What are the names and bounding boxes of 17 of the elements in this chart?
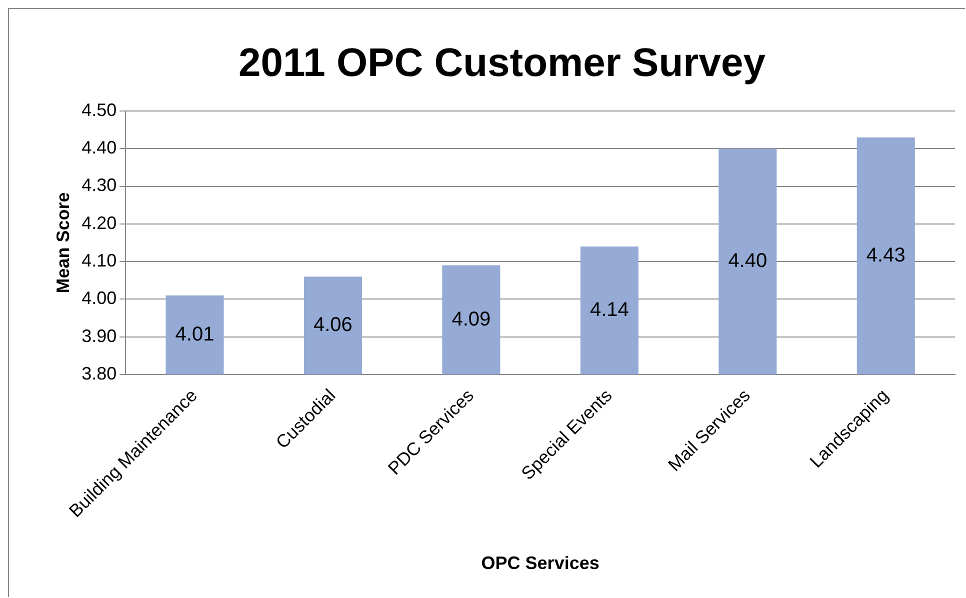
- y-tick-label: 4.40: [82, 138, 117, 158]
- data-label: 4.43: [866, 244, 906, 266]
- y-tick-label: 3.90: [82, 326, 117, 346]
- y-tick-label: 4.30: [82, 175, 117, 196]
- y-tick-label: 4.50: [82, 100, 117, 120]
- y-tick-label: 3.80: [82, 363, 117, 384]
- data-label: 4.09: [452, 308, 491, 330]
- data-label: 4.01: [175, 323, 214, 346]
- data-label: 4.40: [728, 250, 768, 272]
- y-tick-label: 4.10: [82, 250, 117, 270]
- y-tick-label: 4.00: [82, 288, 117, 308]
- y-tick-label: 4.20: [82, 212, 117, 233]
- x-axis-title: OPC Services: [481, 553, 600, 574]
- data-label: 4.06: [314, 314, 352, 336]
- data-label: 4.14: [590, 298, 629, 321]
- chart-title: 2011 OPC Customer Survey: [238, 41, 766, 86]
- y-axis-title: Mean Score: [52, 192, 73, 294]
